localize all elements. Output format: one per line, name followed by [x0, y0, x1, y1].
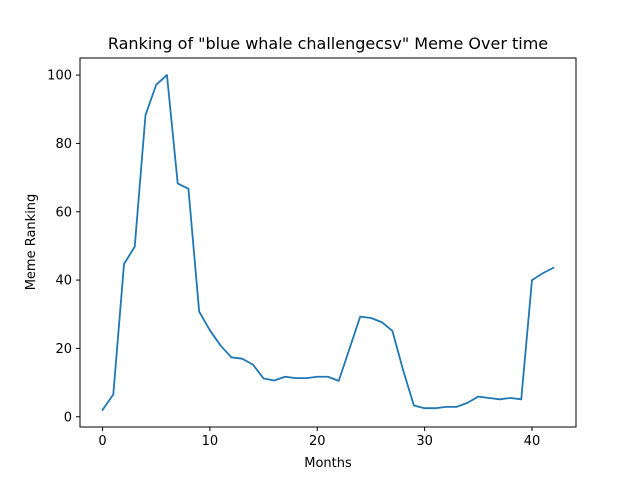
x-axis-label: Months — [304, 456, 352, 471]
x-tick-label: 40 — [524, 434, 541, 449]
y-tick-label: 20 — [55, 342, 72, 357]
y-tick-label: 40 — [55, 274, 72, 289]
y-tick-label: 100 — [47, 69, 72, 84]
x-tick-label: 10 — [202, 434, 219, 449]
y-tick-label: 0 — [64, 410, 72, 425]
x-axis: 0 10 20 30 40 — [98, 427, 540, 449]
x-tick-label: 30 — [416, 434, 433, 449]
y-axis: 0 20 40 60 80 100 — [47, 69, 80, 425]
y-tick-label: 60 — [55, 205, 72, 220]
x-tick-label: 0 — [98, 434, 106, 449]
series-layer — [101, 74, 555, 412]
plot-frame — [79, 57, 577, 428]
y-axis-label: Meme Ranking — [24, 194, 39, 291]
x-tick-label: 20 — [309, 434, 326, 449]
plot-area: 0 10 20 30 40 0 20 40 60 80 100 — [47, 57, 577, 449]
chart-title: Ranking of "blue whale challengecsv" Mem… — [108, 34, 548, 53]
y-tick-label: 80 — [55, 137, 72, 152]
